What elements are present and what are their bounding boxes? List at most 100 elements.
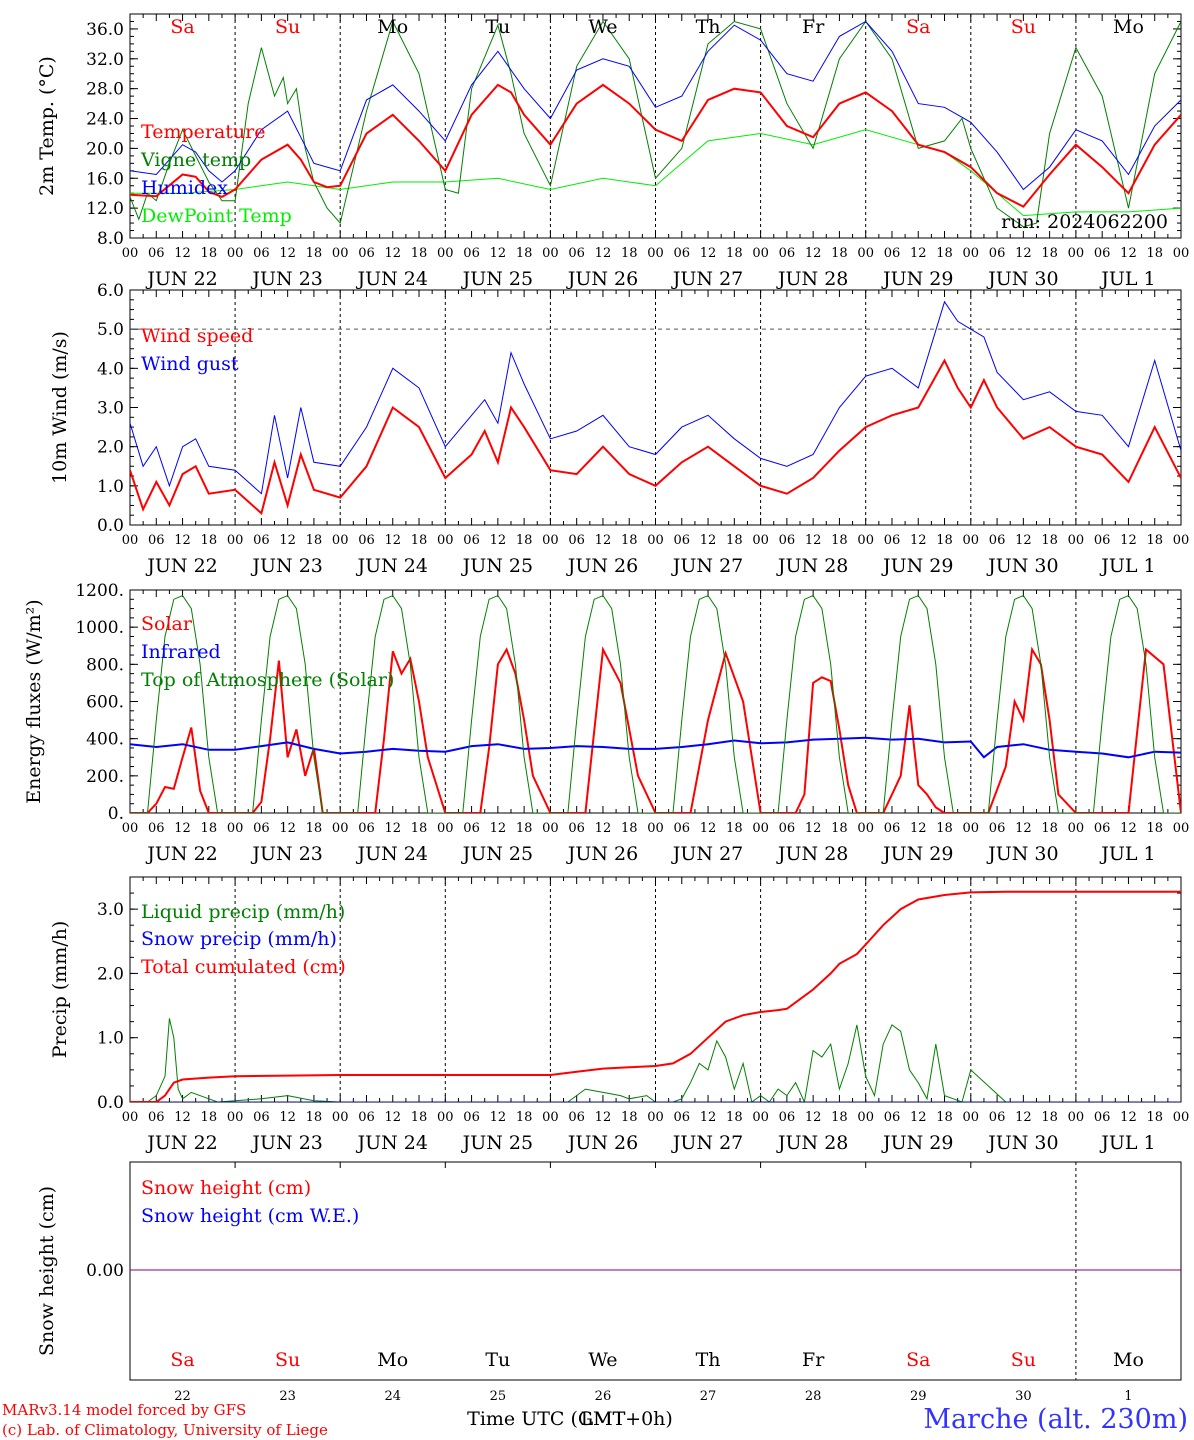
legend-entry: Snow precip (mm/h)	[141, 928, 337, 950]
date-label: JUL 1	[1099, 268, 1155, 290]
hour-label: 12	[1120, 246, 1137, 261]
day-number-label: 23	[279, 1389, 296, 1404]
y-tick-label: 200.	[86, 767, 124, 787]
hour-label: 12	[595, 821, 612, 836]
hour-label: 12	[700, 246, 717, 261]
weekday-label: Su	[1011, 16, 1036, 38]
hour-label: 00	[857, 821, 874, 836]
date-label: JUN 24	[356, 843, 428, 865]
y-tick-label: 3.0	[97, 900, 124, 920]
date-label: JUN 25	[461, 1132, 533, 1154]
hour-label: 18	[411, 533, 428, 548]
hour-label: 12	[490, 1110, 507, 1125]
hour-label: 18	[726, 246, 743, 261]
hour-label: 18	[411, 821, 428, 836]
y-axis-label: Precip (mm/h)	[49, 921, 71, 1059]
hour-label: 18	[201, 246, 218, 261]
date-label: JUL 1	[1099, 555, 1155, 577]
date-label: JUN 29	[881, 1132, 953, 1154]
legend-entry: Temperature	[141, 121, 265, 143]
hour-label: 00	[857, 1110, 874, 1125]
hour-label: 12	[595, 246, 612, 261]
hour-label: 06	[463, 1110, 480, 1125]
hour-label: 00	[122, 1110, 139, 1125]
hour-label: 18	[306, 821, 323, 836]
legend-entry: DewPoint Temp	[141, 205, 292, 227]
weekday-label: Mo	[1113, 16, 1144, 38]
hour-label: 12	[1015, 246, 1032, 261]
hour-label: 00	[1173, 821, 1190, 836]
hour-label: 18	[411, 246, 428, 261]
series-liquid-precip-mm-h-	[130, 1018, 1181, 1102]
panel-5: 0.00 Snow height (cm) Snow height (cm) Snow…	[36, 1161, 1182, 1404]
y-tick-label: 0.00	[86, 1261, 124, 1281]
hour-label: 00	[542, 533, 559, 548]
weekday-label: Su	[275, 16, 300, 38]
y-tick-label: 400.	[86, 730, 124, 750]
hour-label: 18	[516, 821, 533, 836]
hour-label: 12	[595, 533, 612, 548]
y-tick-label: 4.0	[97, 359, 124, 379]
hour-label: 12	[595, 1110, 612, 1125]
date-label: JUN 25	[461, 843, 533, 865]
date-label: JUN 22	[145, 555, 217, 577]
hour-label: 18	[1146, 533, 1163, 548]
weekday-label: Su	[1011, 1349, 1036, 1371]
hour-label: 00	[332, 246, 349, 261]
hour-label: 00	[647, 821, 664, 836]
legend-entry: Humidex	[141, 177, 228, 199]
hour-label: 06	[358, 533, 375, 548]
hour-label: 00	[1068, 533, 1085, 548]
hour-label: 06	[253, 246, 270, 261]
hour-label: 12	[1120, 533, 1137, 548]
date-label: JUN 30	[986, 1132, 1058, 1154]
hour-label: 12	[1120, 1110, 1137, 1125]
hour-label: 12	[805, 533, 822, 548]
y-tick-label: 8.0	[97, 229, 124, 249]
hour-label: 18	[306, 246, 323, 261]
hour-label: 18	[306, 533, 323, 548]
date-label: JUN 22	[145, 1132, 217, 1154]
weekday-label: Th	[696, 1349, 721, 1371]
date-label: JUN 22	[145, 268, 217, 290]
weekday-label: We	[588, 16, 617, 38]
legend-entry: Solar	[141, 613, 193, 635]
legend-entry: Vigne temp	[140, 149, 251, 171]
panel-1: 8.0 12.0 16.0 20.0 24.0 28.0 32.0 36.0 2m Temp. …	[36, 13, 1189, 290]
hour-label: 12	[700, 1110, 717, 1125]
day-number-label: 27	[700, 1389, 717, 1404]
y-tick-label: 0.0	[97, 516, 124, 536]
y-tick-label: 2.0	[97, 964, 124, 984]
day-number-label: 24	[384, 1389, 401, 1404]
hour-label: 18	[1041, 533, 1058, 548]
hour-label: 06	[463, 246, 480, 261]
hour-label: 18	[936, 1110, 953, 1125]
hour-label: 18	[201, 821, 218, 836]
legend-entry: Wind gust	[141, 353, 239, 375]
legend-entry: Snow height (cm W.E.)	[141, 1205, 359, 1227]
hour-label: 06	[779, 533, 796, 548]
weekday-label: Sa	[906, 16, 930, 38]
date-label: JUN 27	[671, 1132, 743, 1154]
day-number-label: 1	[1124, 1389, 1132, 1404]
date-label: JUN 23	[250, 555, 322, 577]
hour-label: 06	[568, 1110, 585, 1125]
hour-label: 12	[910, 821, 927, 836]
hour-label: 00	[122, 246, 139, 261]
hour-label: 00	[1068, 246, 1085, 261]
hour-label: 06	[568, 246, 585, 261]
date-label: JUL 1	[1099, 1132, 1155, 1154]
date-label: JUL 1	[1099, 843, 1155, 865]
x-axis-title-overlay: LMT	[581, 1408, 626, 1430]
hour-label: 00	[647, 1110, 664, 1125]
y-tick-label: 36.0	[86, 20, 124, 40]
weekday-label: Fr	[802, 1349, 825, 1371]
hour-label: 00	[542, 1110, 559, 1125]
hour-label: 18	[621, 821, 638, 836]
y-tick-label: 20.0	[86, 139, 124, 159]
weekday-label: Fr	[802, 16, 825, 38]
hour-label: 12	[490, 821, 507, 836]
hour-label: 18	[621, 1110, 638, 1125]
hour-label: 18	[831, 821, 848, 836]
